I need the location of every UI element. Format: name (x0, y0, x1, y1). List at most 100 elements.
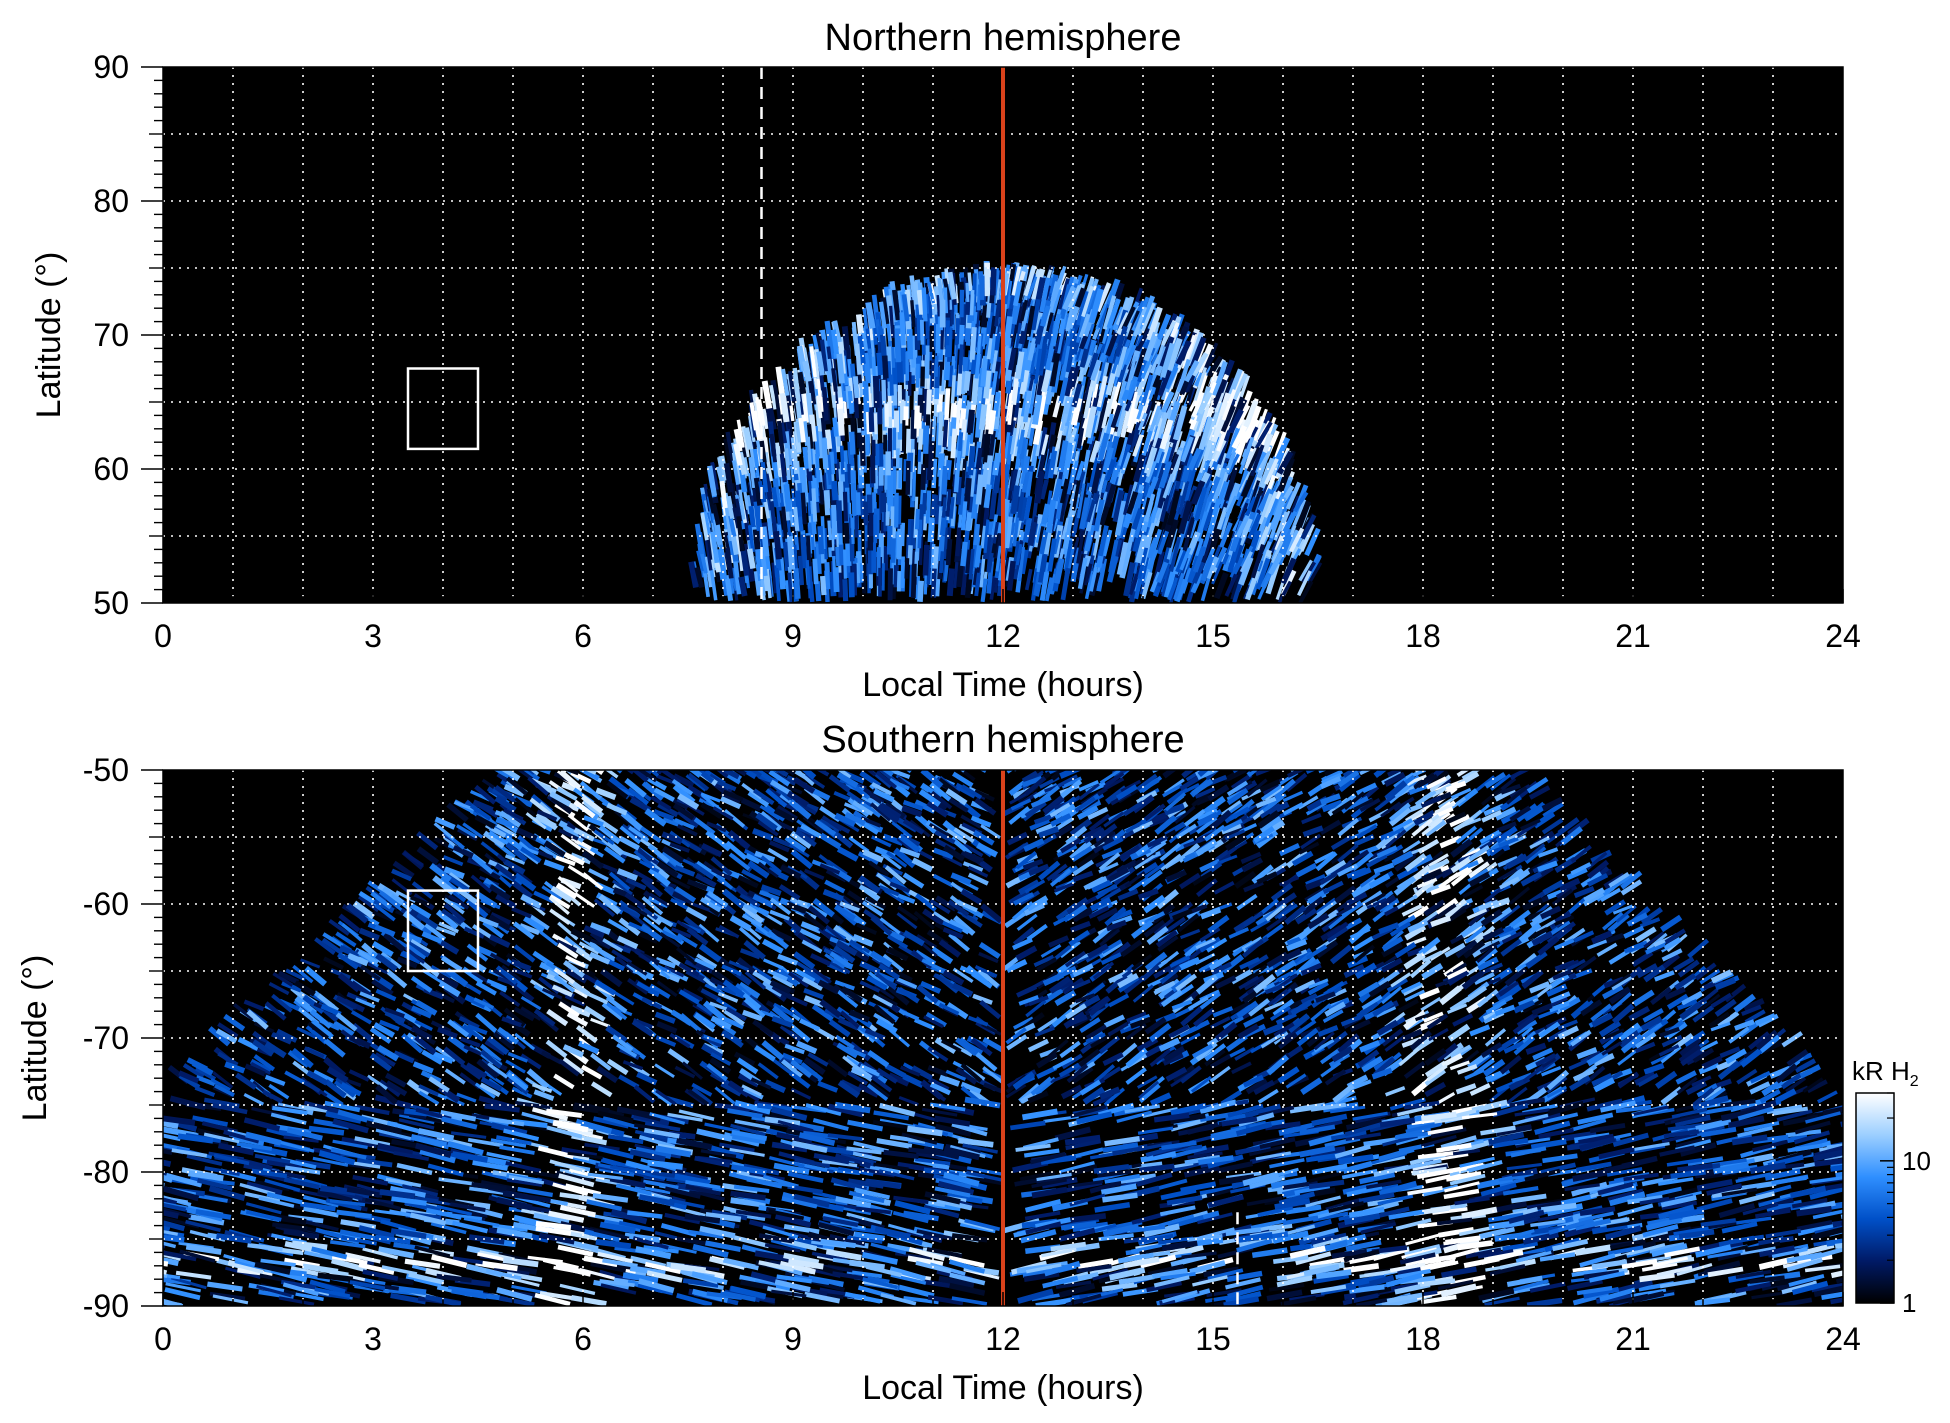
emission-mark (1071, 536, 1080, 559)
emission-mark (848, 431, 856, 455)
emission-mark (1090, 359, 1102, 382)
emission-mark (1023, 1271, 1060, 1283)
emission-mark (1098, 341, 1112, 363)
emission-mark (769, 909, 790, 921)
x-tick-label: 6 (574, 618, 592, 654)
emission-mark (1313, 1272, 1349, 1284)
emission-mark (512, 982, 535, 1002)
emission-mark (1634, 1071, 1656, 1086)
emission-mark (796, 371, 807, 395)
emission-mark (721, 1029, 744, 1048)
emission-mark (748, 456, 757, 489)
emission-mark (782, 783, 803, 795)
emission-mark (873, 413, 878, 435)
emission-mark (1113, 866, 1136, 886)
emission-mark (1432, 1151, 1469, 1162)
emission-mark (1312, 1211, 1349, 1222)
emission-mark (1165, 869, 1187, 883)
emission-mark (1744, 1009, 1766, 1024)
emission-mark (1079, 497, 1091, 530)
emission-mark (1141, 400, 1154, 427)
emission-mark (674, 1065, 696, 1079)
emission-mark (1130, 492, 1144, 524)
emission-mark (1143, 493, 1156, 523)
emission-mark (964, 510, 973, 532)
emission-mark (986, 337, 996, 360)
emission-mark (974, 572, 981, 597)
emission-mark (1083, 386, 1094, 419)
emission-mark (528, 913, 550, 931)
emission-mark (1243, 880, 1264, 893)
emission-mark (486, 1151, 522, 1163)
emission-mark (1031, 394, 1043, 425)
emission-mark (1438, 1226, 1474, 1238)
emission-mark (990, 267, 997, 296)
emission-mark (1280, 512, 1297, 538)
emission-mark (1054, 430, 1063, 452)
emission-mark (1123, 975, 1146, 995)
emission-mark (893, 847, 917, 869)
emission-mark (854, 451, 858, 480)
emission-mark (920, 420, 926, 445)
emission-mark (968, 468, 977, 497)
emission-mark (855, 492, 861, 516)
emission-mark (959, 408, 967, 429)
emission-mark (1740, 1180, 1777, 1192)
emission-mark (1106, 386, 1118, 418)
emission-mark (724, 574, 734, 602)
emission-mark (754, 850, 776, 863)
emission-mark (1221, 389, 1237, 421)
emission-mark (761, 380, 773, 410)
emission-mark (832, 417, 839, 437)
emission-mark (1583, 1286, 1620, 1299)
emission-mark (644, 1121, 681, 1132)
emission-mark (1264, 498, 1279, 527)
emission-mark (667, 1048, 690, 1066)
emission-mark (1042, 794, 1065, 814)
emission-mark (511, 1086, 533, 1099)
emission-mark (945, 489, 952, 517)
emission-mark (1044, 312, 1054, 335)
emission-mark (787, 1171, 824, 1183)
emission-mark (459, 1036, 481, 1048)
emission-mark (771, 487, 779, 508)
emission-mark (1188, 431, 1203, 455)
emission-mark (207, 1281, 243, 1292)
emission-mark (1017, 864, 1039, 878)
emission-mark (763, 499, 771, 519)
emission-mark (185, 1243, 222, 1255)
emission-mark (1199, 1185, 1236, 1196)
emission-mark (1533, 811, 1556, 829)
emission-mark (912, 466, 917, 502)
emission-mark (1095, 303, 1108, 330)
emission-mark (1229, 1001, 1251, 1015)
emission-mark (694, 566, 705, 588)
emission-mark (1244, 570, 1260, 601)
emission-mark (1205, 556, 1220, 580)
emission-mark (1104, 483, 1117, 508)
emission-mark (823, 528, 828, 560)
emission-mark (1317, 1025, 1339, 1037)
emission-mark (1006, 1034, 1028, 1051)
emission-mark (889, 770, 911, 779)
emission-mark (1040, 434, 1049, 456)
emission-mark (1070, 397, 1083, 426)
emission-mark (1198, 486, 1211, 520)
emission-mark (945, 538, 953, 566)
emission-mark (1424, 1081, 1447, 1098)
emission-mark (444, 1068, 466, 1085)
emission-mark (1050, 313, 1062, 347)
emission-mark (973, 523, 982, 546)
emission-mark (1033, 954, 1055, 968)
emission-mark (980, 523, 988, 549)
emission-mark (1211, 561, 1224, 585)
emission-mark (1491, 1201, 1528, 1214)
emission-mark (773, 387, 782, 420)
emission-mark (1043, 458, 1054, 480)
emission-mark (970, 493, 979, 520)
emission-mark (338, 913, 361, 933)
emission-mark (965, 549, 973, 574)
emission-mark (1546, 826, 1568, 844)
emission-mark (416, 846, 440, 866)
emission-mark (876, 352, 884, 376)
